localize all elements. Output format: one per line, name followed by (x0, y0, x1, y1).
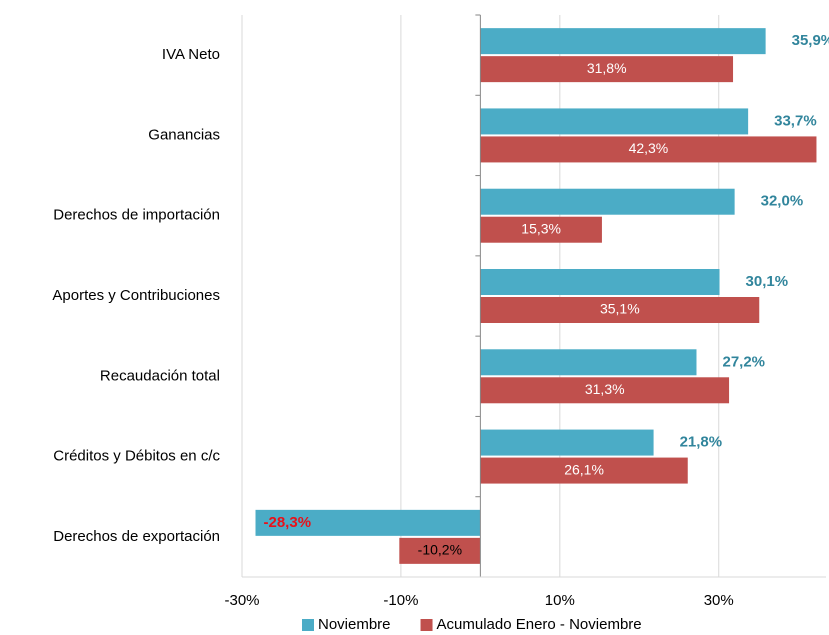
value-label: 15,3% (521, 220, 561, 236)
value-label: 35,9% (792, 32, 829, 49)
value-label: 31,3% (585, 381, 625, 397)
value-label: 21,8% (680, 434, 723, 451)
bar (255, 509, 481, 536)
legend-label: Acumulado Enero - Noviembre (437, 616, 642, 633)
y-tick-label: Derechos de exportación (53, 528, 220, 545)
y-tick-label: Recaudación total (100, 367, 220, 384)
value-label: 27,2% (722, 353, 765, 370)
bar (480, 457, 688, 484)
x-tick-label: -10% (383, 592, 418, 609)
value-label: 33,7% (774, 112, 817, 129)
legend-swatch (302, 619, 314, 631)
legend-swatch (420, 619, 433, 631)
y-tick-label: Derechos de importación (53, 207, 220, 224)
x-tick-label: 30% (704, 592, 734, 609)
value-label: 35,1% (600, 301, 640, 317)
value-label: 32,0% (761, 193, 804, 210)
value-label: 26,1% (564, 461, 604, 477)
bar (480, 429, 654, 456)
y-tick-label: Aportes y Contribuciones (52, 287, 220, 304)
value-label: 42,3% (629, 140, 669, 156)
bar (480, 297, 760, 323)
x-tick-label: 10% (545, 592, 575, 609)
bar (399, 537, 481, 564)
bar (480, 188, 735, 215)
x-tick-label: -30% (224, 592, 259, 609)
bar (480, 269, 720, 295)
legend-label: Noviembre (318, 616, 391, 633)
bar (480, 108, 749, 135)
value-label: 31,8% (587, 60, 627, 76)
bar (480, 216, 602, 243)
bar (480, 136, 817, 163)
value-label: -28,3% (264, 514, 312, 531)
bar (480, 56, 734, 83)
y-tick-label: IVA Neto (162, 46, 220, 63)
value-label: 30,1% (746, 273, 789, 290)
bar (480, 377, 730, 404)
bar (480, 349, 697, 376)
y-tick-label: Ganancias (148, 126, 220, 143)
bar (480, 28, 766, 55)
y-tick-label: Créditos y Débitos en c/c (53, 448, 220, 465)
value-label: -10,2% (418, 542, 462, 558)
